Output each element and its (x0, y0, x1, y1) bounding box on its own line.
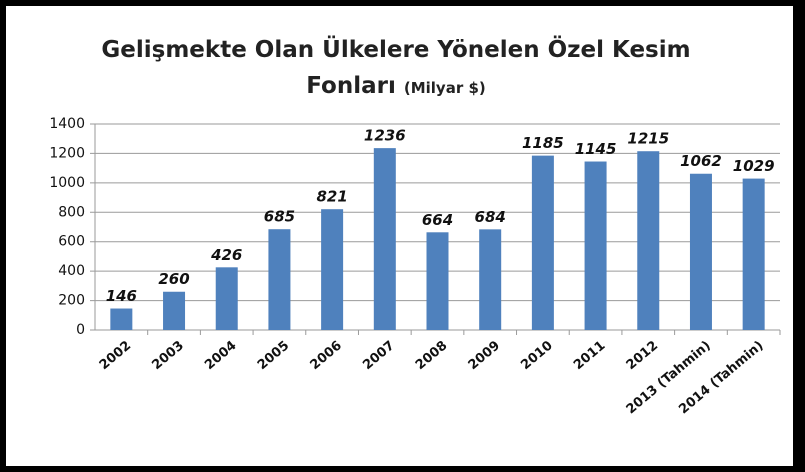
chart: 0 200 400 600 800 1000 1200 1400 2002 146 2003 260 2… (49, 116, 781, 417)
bar (110, 308, 133, 330)
bar (268, 229, 291, 330)
x-tick-label: 2008 (413, 338, 450, 373)
value-label: 1145 (575, 140, 617, 158)
bar (689, 173, 712, 330)
bar (373, 148, 396, 330)
chart-subtitle: (Milyar $) (403, 79, 486, 97)
x-tick-label: 2004 (202, 338, 239, 373)
x-tick-label: 2002 (97, 338, 134, 373)
x-tick-label: 2003 (149, 338, 186, 373)
x-tick-label: 2012 (624, 338, 661, 373)
value-label: 1029 (733, 157, 775, 175)
bar (584, 161, 607, 330)
bar (321, 209, 344, 330)
value-label: 685 (264, 208, 295, 226)
bar (637, 151, 660, 330)
value-label: 1185 (522, 134, 564, 152)
value-label: 426 (210, 246, 242, 264)
value-label: 821 (316, 188, 347, 206)
y-tick-label: 400 (58, 263, 85, 279)
x-tick-label: 2010 (518, 338, 555, 373)
x-tick-label: 2011 (571, 338, 608, 373)
value-label: 664 (422, 211, 453, 229)
bar (479, 229, 502, 330)
value-label: 684 (475, 208, 506, 226)
chart-title-block: Gelişmekte Olan Ülkelere Yönelen Özel Ke… (66, 32, 726, 106)
x-tick-label: 2005 (255, 338, 292, 373)
y-tick-label: 0 (76, 322, 85, 338)
y-tick-label: 1000 (49, 175, 85, 191)
bar (531, 155, 554, 330)
bar (215, 267, 238, 330)
value-label: 146 (106, 287, 137, 305)
y-tick-label: 1200 (49, 145, 85, 161)
bar (742, 178, 765, 330)
y-tick-label: 600 (58, 234, 85, 250)
x-tick-label: 2009 (466, 338, 503, 373)
y-tick-label: 1400 (49, 116, 85, 132)
y-tick-label: 200 (58, 293, 85, 309)
value-label: 1062 (680, 152, 722, 170)
x-tick-label: 2006 (308, 338, 345, 373)
x-tick-label: 2007 (360, 338, 397, 373)
value-label: 1236 (364, 127, 406, 145)
chart-title: Gelişmekte Olan Ülkelere Yönelen Özel Ke… (101, 37, 691, 99)
value-label: 1215 (627, 130, 669, 148)
bar (163, 291, 186, 330)
y-tick-label: 800 (58, 204, 85, 220)
value-label: 260 (158, 270, 189, 288)
bar (426, 232, 449, 330)
